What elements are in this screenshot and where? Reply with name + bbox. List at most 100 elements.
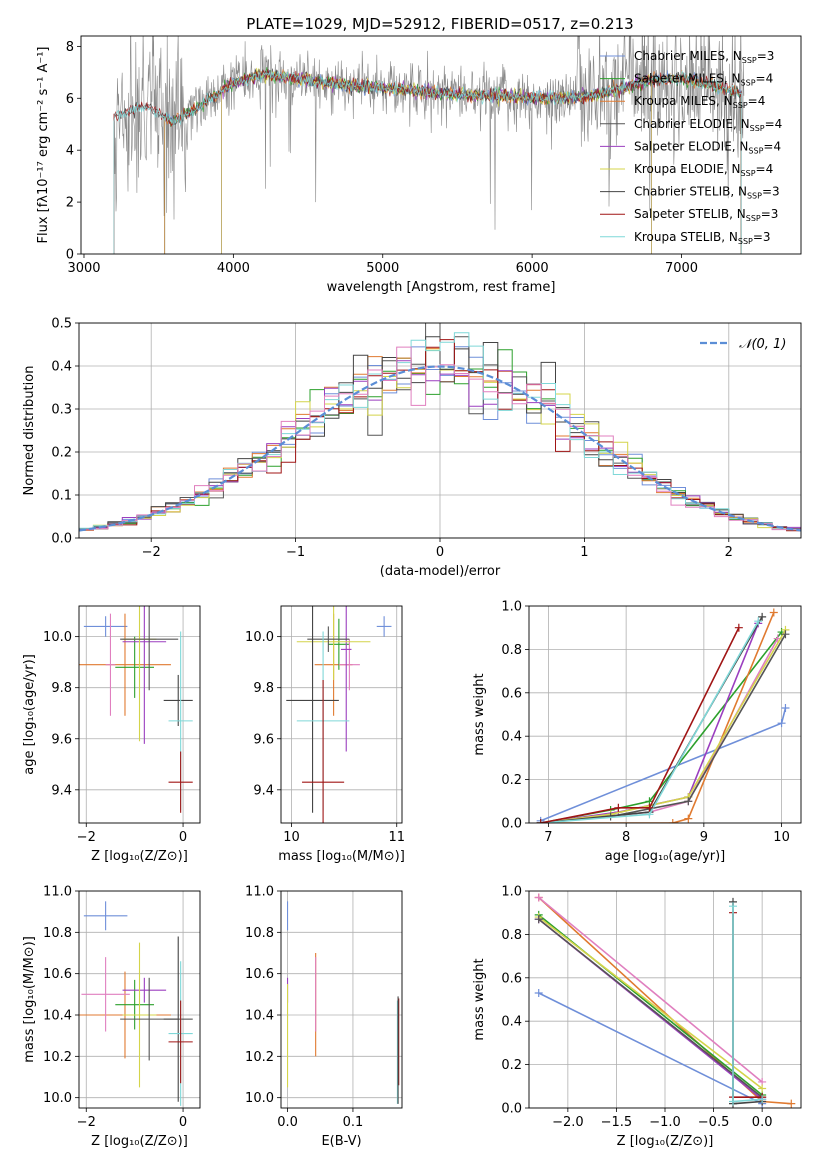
x-axis-label: Z [log₁₀(Z/Z⊙)] bbox=[91, 1134, 188, 1149]
x-tick-label: 0 bbox=[179, 830, 187, 845]
y-tick-label: 9.4 bbox=[51, 783, 72, 798]
x-tick-label: 8 bbox=[622, 830, 630, 845]
y-tick-label: 11.0 bbox=[245, 885, 274, 900]
axes-frame bbox=[78, 605, 201, 824]
weight-marker bbox=[734, 623, 743, 632]
x-tick-label: −1.5 bbox=[601, 1115, 633, 1130]
legend-label: Kroupa ELODIE, NSSP=4 bbox=[634, 162, 773, 178]
x-tick-label: −2 bbox=[142, 545, 161, 560]
legend-subscript: SSP bbox=[733, 101, 748, 110]
weight-line bbox=[540, 627, 740, 823]
y-tick-label: 10.2 bbox=[43, 1050, 72, 1065]
legend-count: =4 bbox=[756, 72, 774, 86]
y-tick-label: 0.4 bbox=[51, 360, 72, 375]
y-tick-label: 0.3 bbox=[51, 403, 72, 418]
panel-mass_vs_ebv: 0.0 0.1 10.0 10.2 10.4 10.6 10.8 11.0 E(B-V) bbox=[245, 885, 403, 1149]
y-axis-label: mass weight bbox=[472, 958, 487, 1040]
y-tick-label: 10.2 bbox=[245, 1050, 274, 1065]
panel-age_vs_Z: −2 0 9.4 9.6 9.8 10.0 Z [log₁₀(Z/Z⊙)] age [log₁… bbox=[22, 605, 201, 864]
plot-area bbox=[113, 36, 745, 254]
weight-marker bbox=[684, 797, 693, 806]
weight-marker bbox=[754, 617, 763, 626]
legend-subscript: SSP bbox=[742, 56, 757, 65]
legend-subscript: SSP bbox=[741, 169, 756, 178]
x-tick-label: 2 bbox=[725, 545, 733, 560]
x-tick-label: 0 bbox=[436, 545, 444, 560]
x-tick-label: −1 bbox=[286, 545, 305, 560]
panel-age_vs_mass: 10 11 9.4 9.6 9.8 10.0 mass [log₁₀(M/M⊙)] bbox=[245, 605, 405, 864]
y-tick-label: 0.4 bbox=[501, 730, 522, 745]
weight-marker bbox=[769, 608, 778, 617]
x-tick-label: −2.0 bbox=[552, 1115, 584, 1130]
legend-label: 𝒩(0, 1) bbox=[739, 337, 786, 352]
y-tick-label: 6 bbox=[66, 92, 74, 107]
x-tick-label: 3000 bbox=[67, 261, 100, 276]
weight-marker bbox=[534, 988, 543, 997]
legend-label: Salpeter MILES, NSSP=4 bbox=[634, 72, 773, 88]
y-tick-label: 9.6 bbox=[253, 732, 274, 747]
y-tick-label: 0 bbox=[66, 248, 74, 263]
y-tick-label: 0.8 bbox=[501, 928, 522, 943]
x-tick-label: 7 bbox=[544, 830, 552, 845]
plot-area bbox=[281, 606, 402, 823]
weight-marker bbox=[534, 893, 543, 902]
weight-marker bbox=[758, 612, 767, 621]
legend-subscript: SSP bbox=[750, 124, 765, 133]
y-tick-label: 10.0 bbox=[245, 630, 274, 645]
axes-frame bbox=[80, 35, 802, 255]
y-tick-label: 0.2 bbox=[501, 1058, 522, 1073]
x-tick-label: 4000 bbox=[217, 261, 250, 276]
y-tick-label: 2 bbox=[66, 196, 74, 211]
weight-marker bbox=[645, 803, 654, 812]
x-tick-label: 11 bbox=[388, 830, 405, 845]
weight-marker bbox=[781, 703, 790, 712]
weight-marker bbox=[758, 1084, 767, 1093]
x-axis-label: age [log₁₀(age/yr)] bbox=[605, 849, 726, 864]
legend-subscript: SSP bbox=[747, 192, 762, 201]
y-tick-label: 1.0 bbox=[501, 885, 522, 900]
y-axis-label: mass [log₁₀(M/M⊙)] bbox=[22, 936, 37, 1063]
weight-line bbox=[732, 906, 763, 1103]
weight-marker bbox=[614, 803, 623, 812]
x-tick-label: 1 bbox=[580, 545, 588, 560]
weight-line bbox=[540, 629, 787, 823]
weight-marker bbox=[781, 630, 790, 639]
x-tick-label: 0.1 bbox=[343, 1115, 364, 1130]
x-tick-label: 10 bbox=[773, 830, 790, 845]
x-tick-label: 0.0 bbox=[752, 1115, 773, 1130]
x-tick-label: −2 bbox=[77, 1115, 96, 1130]
x-tick-label: −2 bbox=[77, 830, 96, 845]
y-tick-label: 10.6 bbox=[245, 967, 274, 982]
legend-count: =4 bbox=[765, 117, 783, 131]
x-axis-label: E(B-V) bbox=[321, 1134, 361, 1149]
weight-line bbox=[538, 992, 763, 1105]
axes-frame bbox=[528, 890, 802, 1109]
y-tick-label: 0.5 bbox=[51, 317, 72, 332]
spectrum-legend: Chabrier MILES, NSSP=3 Salpeter MILES, NS… bbox=[600, 49, 782, 246]
y-tick-label: 10.8 bbox=[43, 926, 72, 941]
y-tick-label: 9.4 bbox=[253, 783, 274, 798]
weight-marker bbox=[534, 915, 543, 924]
plot-area bbox=[529, 606, 801, 823]
weight-marker bbox=[729, 902, 737, 911]
y-axis-label: age [log₁₀(age/yr)] bbox=[22, 654, 37, 775]
y-tick-label: 10.4 bbox=[43, 1009, 72, 1024]
x-tick-label: 10 bbox=[283, 830, 300, 845]
y-tick-label: 0.2 bbox=[501, 773, 522, 788]
x-tick-label: −1.0 bbox=[649, 1115, 681, 1130]
panel-spectrum: 3000 4000 5000 6000 7000 0 2 4 6 8 wavelength [Ang… bbox=[36, 35, 802, 295]
panel-weight_vs_Z: −2.0 −1.5 −1.0 −0.5 0.0 0.0 0.2 0.4 0.6 0.8 1.0 Z [… bbox=[472, 885, 802, 1149]
plot-area bbox=[529, 891, 801, 1108]
y-tick-label: 0.0 bbox=[51, 532, 72, 547]
y-tick-label: 0.6 bbox=[501, 971, 522, 986]
y-axis-label: mass weight bbox=[472, 673, 487, 755]
legend-count: =4 bbox=[756, 162, 774, 176]
plot-area bbox=[79, 891, 200, 1108]
plot-area bbox=[79, 606, 200, 823]
y-tick-label: 10.0 bbox=[245, 1091, 274, 1106]
y-tick-label: 0.8 bbox=[501, 643, 522, 658]
axes-frame bbox=[78, 322, 802, 539]
x-tick-label: 5000 bbox=[366, 261, 399, 276]
weight-marker bbox=[668, 819, 677, 823]
